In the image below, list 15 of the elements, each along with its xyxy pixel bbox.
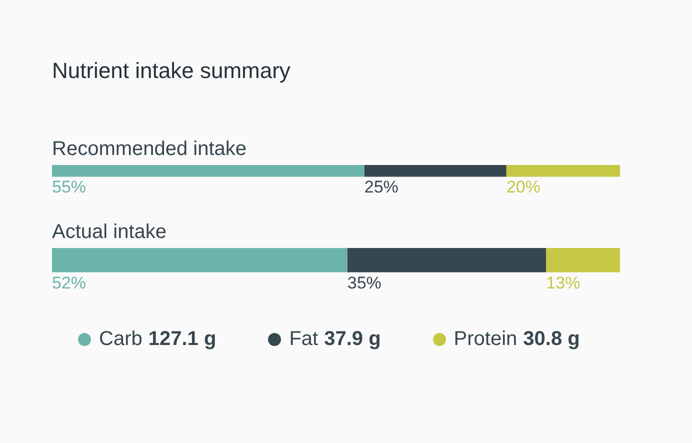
data-label: 35% xyxy=(347,273,382,292)
text: 127.1 g xyxy=(148,328,216,351)
y-tick-label: Actual intake xyxy=(52,221,168,244)
data-label: 52% xyxy=(52,273,86,292)
legend-label: Carb xyxy=(99,328,142,351)
text: 37.9 g xyxy=(324,328,381,351)
chart-title: Nutrient intake summary xyxy=(52,58,290,84)
text: 30.8 g xyxy=(523,328,580,351)
y-tick-label: Recommended intake xyxy=(52,138,248,161)
legend-label: Protein xyxy=(454,328,518,351)
data-label: 13% xyxy=(546,273,580,292)
legend-label: Fat xyxy=(289,328,318,351)
data-label: 55% xyxy=(52,178,86,197)
data-label: 20% xyxy=(506,178,540,197)
data-label: 25% xyxy=(364,178,398,197)
